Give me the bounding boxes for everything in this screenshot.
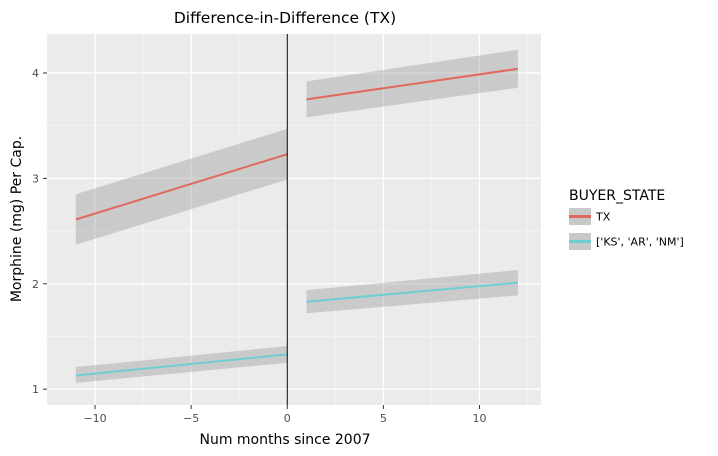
legend-entry-tx: TX	[569, 208, 611, 225]
legend-title: BUYER_STATE	[569, 188, 665, 204]
series-line-0-1	[306, 67, 519, 101]
major-gridlines	[47, 34, 541, 405]
series-line-1-1	[306, 281, 519, 303]
series-line-0-0	[75, 153, 288, 221]
x-tick-label: 0	[284, 412, 291, 425]
legend-label-tx: TX	[595, 211, 611, 224]
chart-title: Difference-in-Difference (TX)	[174, 9, 396, 27]
x-tick-label: 5	[380, 412, 387, 425]
legend-entry-control: ['KS', 'AR', 'NM']	[569, 233, 684, 250]
legend-label-control: ['KS', 'AR', 'NM']	[596, 236, 684, 249]
x-tick-label: −10	[83, 412, 106, 425]
y-tick-label: 3	[32, 172, 39, 185]
plot-panel	[47, 34, 541, 405]
y-tick-label: 2	[32, 278, 39, 291]
y-tick-label: 4	[32, 67, 39, 80]
x-axis-ticks: −10 −5 0 5 10	[83, 405, 486, 425]
series-line-1-0	[75, 353, 288, 377]
y-axis-ticks: 1 2 3 4	[32, 67, 47, 396]
series-lines	[75, 67, 519, 377]
y-tick-label: 1	[32, 383, 39, 396]
y-axis-title: Morphine (mg) Per Cap.	[9, 136, 25, 302]
x-tick-label: 10	[472, 412, 486, 425]
legend: BUYER_STATE TX ['KS', 'AR', 'NM']	[569, 188, 684, 250]
x-tick-label: −5	[183, 412, 199, 425]
x-axis-title: Num months since 2007	[199, 432, 370, 448]
